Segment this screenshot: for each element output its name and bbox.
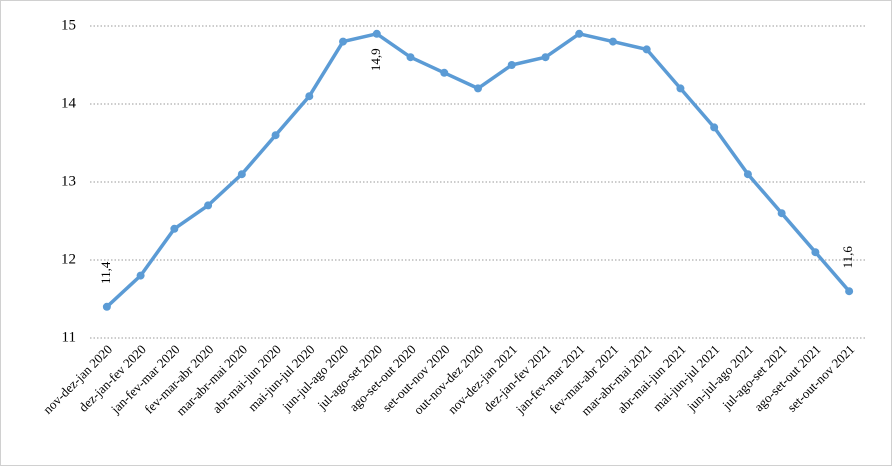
- data-point: [237, 170, 246, 179]
- y-tick-label: 11: [62, 329, 76, 345]
- data-point: [204, 201, 213, 210]
- data-point: [474, 84, 482, 93]
- data-point: [406, 53, 415, 62]
- y-tick-label: 12: [61, 251, 76, 267]
- data-point: [372, 29, 381, 38]
- data-point: [777, 209, 786, 218]
- data-point: [102, 302, 111, 311]
- data-point: [440, 68, 449, 77]
- data-point: [170, 224, 179, 233]
- data-point: [743, 170, 752, 179]
- data-point: [136, 271, 145, 280]
- data-point: [271, 131, 280, 140]
- data-point: [507, 61, 516, 69]
- data-point: [575, 29, 584, 38]
- data-point: [676, 84, 685, 93]
- data-point: [339, 37, 348, 46]
- data-point: [845, 287, 854, 296]
- data-point: [608, 37, 617, 46]
- data-point: [642, 45, 651, 54]
- data-label: 14,9: [368, 48, 383, 71]
- data-point: [305, 92, 314, 101]
- y-tick-label: 14: [61, 95, 77, 111]
- data-point: [811, 248, 820, 257]
- data-label: 11,4: [98, 261, 113, 284]
- y-tick-label: 15: [61, 17, 76, 33]
- y-tick-label: 13: [61, 173, 76, 189]
- data-label: 11,6: [840, 246, 855, 269]
- data-point: [710, 123, 719, 132]
- data-point: [541, 53, 550, 62]
